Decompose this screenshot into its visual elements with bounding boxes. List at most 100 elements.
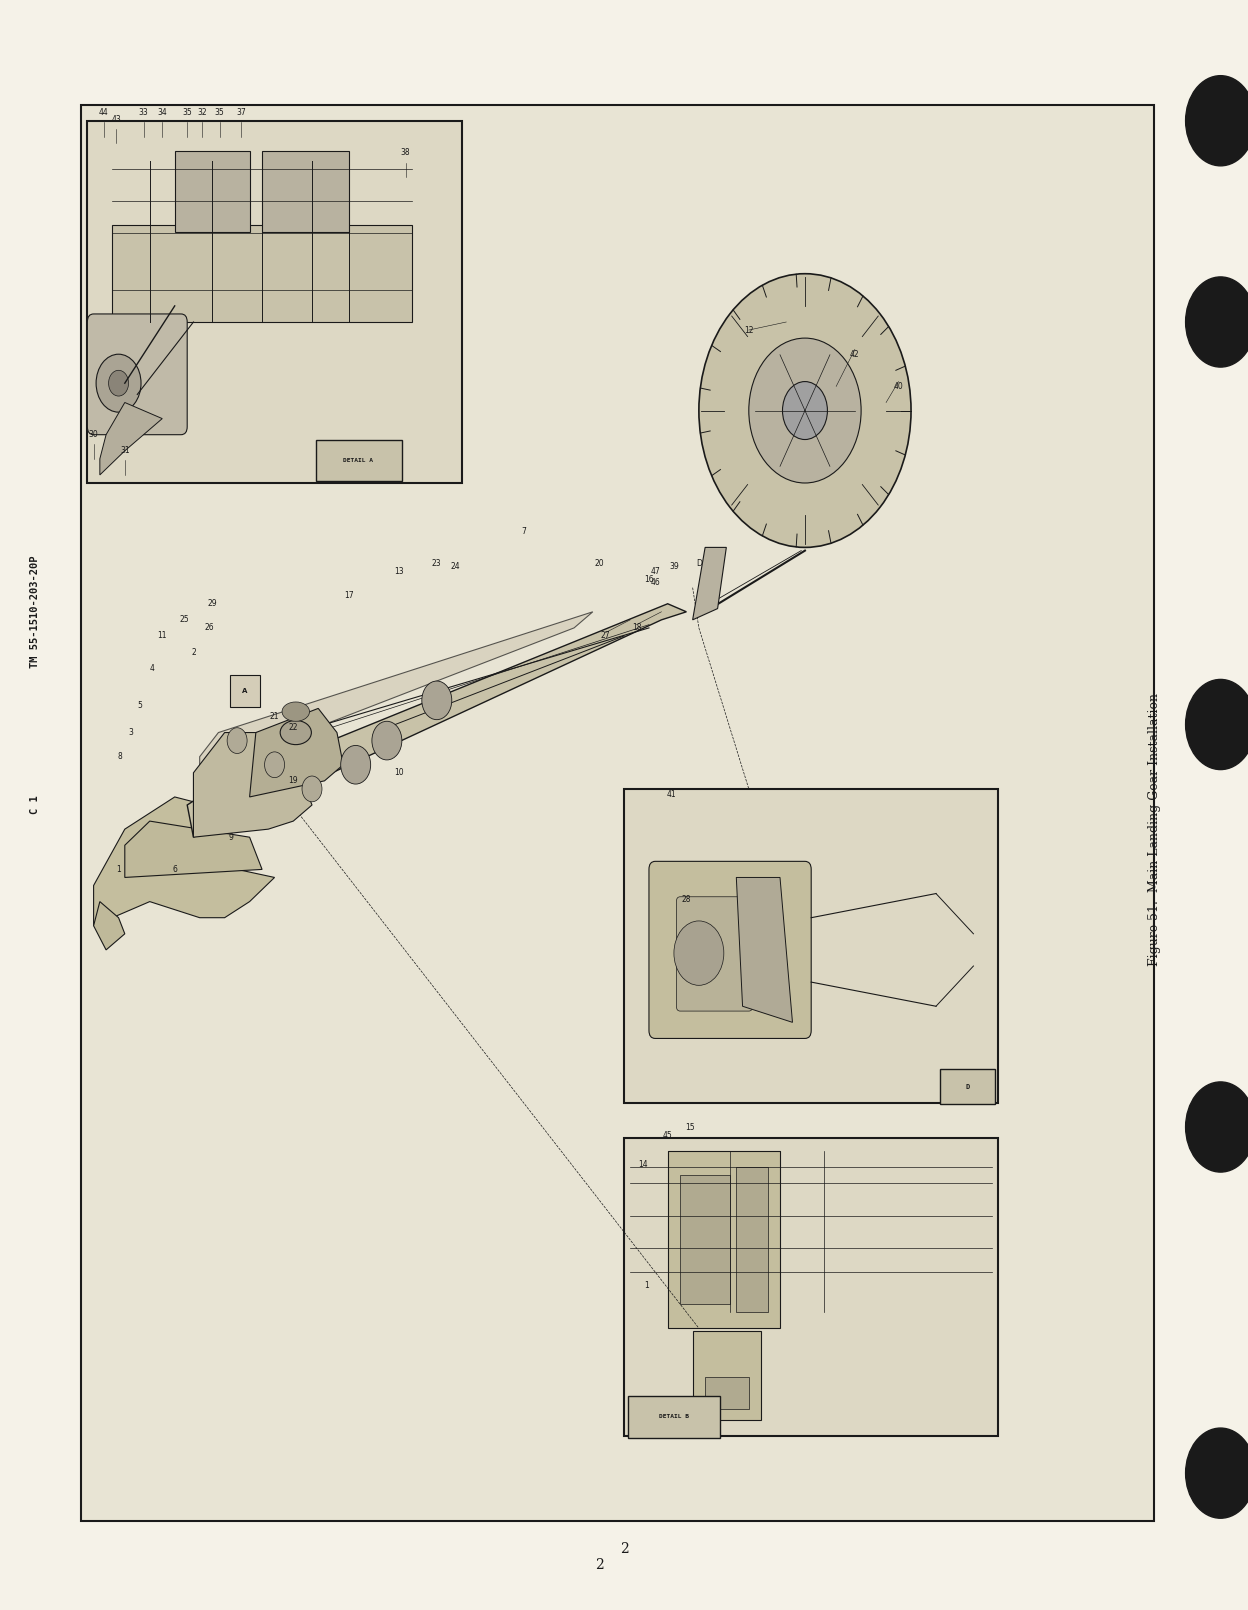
Text: 2: 2 xyxy=(619,1542,629,1555)
Text: 13: 13 xyxy=(394,567,404,576)
Bar xyxy=(175,151,250,232)
Text: 25: 25 xyxy=(180,615,190,625)
Text: B: B xyxy=(267,758,272,765)
Circle shape xyxy=(372,721,402,760)
Text: 38: 38 xyxy=(401,148,411,158)
Bar xyxy=(680,1175,730,1304)
Text: 11: 11 xyxy=(157,631,167,641)
Text: 43: 43 xyxy=(111,114,121,124)
Bar xyxy=(693,1331,761,1420)
Polygon shape xyxy=(250,708,343,797)
Circle shape xyxy=(1186,1082,1248,1172)
Text: 15: 15 xyxy=(685,1124,695,1132)
Text: 27: 27 xyxy=(600,631,610,641)
Circle shape xyxy=(1186,277,1248,367)
Text: 32: 32 xyxy=(197,108,207,118)
Text: 26: 26 xyxy=(205,623,215,633)
Text: 34: 34 xyxy=(157,108,167,118)
Text: 24: 24 xyxy=(451,562,461,572)
Text: A: A xyxy=(242,687,247,694)
Text: 33: 33 xyxy=(139,108,149,118)
Text: 28: 28 xyxy=(681,895,691,903)
Text: 30: 30 xyxy=(89,430,99,440)
FancyBboxPatch shape xyxy=(230,675,260,707)
Text: 31: 31 xyxy=(120,446,130,456)
Polygon shape xyxy=(94,797,275,926)
Text: 29: 29 xyxy=(207,599,217,609)
Text: 10: 10 xyxy=(394,768,404,778)
Text: 47: 47 xyxy=(650,567,660,576)
Text: 42: 42 xyxy=(850,349,860,359)
Text: 37: 37 xyxy=(236,108,246,118)
FancyBboxPatch shape xyxy=(316,440,402,481)
Text: 44: 44 xyxy=(99,108,109,118)
Circle shape xyxy=(749,338,861,483)
Circle shape xyxy=(422,681,452,720)
Circle shape xyxy=(1186,1428,1248,1518)
Text: 18: 18 xyxy=(631,623,641,633)
FancyBboxPatch shape xyxy=(255,745,285,778)
Text: 22: 22 xyxy=(288,723,298,733)
FancyBboxPatch shape xyxy=(628,1396,720,1438)
Polygon shape xyxy=(100,402,162,475)
Ellipse shape xyxy=(282,702,310,721)
Circle shape xyxy=(674,921,724,985)
Text: 1: 1 xyxy=(116,865,121,874)
Text: DETAIL B: DETAIL B xyxy=(659,1414,689,1420)
Circle shape xyxy=(699,274,911,547)
Text: 7: 7 xyxy=(522,526,527,536)
Circle shape xyxy=(227,728,247,753)
Text: D: D xyxy=(965,1084,970,1090)
Bar xyxy=(112,225,412,322)
Text: 4: 4 xyxy=(150,663,155,673)
Circle shape xyxy=(96,354,141,412)
FancyBboxPatch shape xyxy=(676,897,753,1011)
Text: 9: 9 xyxy=(228,832,233,842)
FancyBboxPatch shape xyxy=(87,314,187,435)
Text: 3: 3 xyxy=(129,728,134,737)
Text: 1: 1 xyxy=(644,1282,649,1290)
Bar xyxy=(87,121,462,483)
Bar xyxy=(668,1151,780,1328)
Circle shape xyxy=(109,370,129,396)
Text: Figure 51.  Main Landing Gear Installation: Figure 51. Main Landing Gear Installatio… xyxy=(1148,692,1161,966)
Text: 12: 12 xyxy=(744,325,754,335)
Text: 41: 41 xyxy=(666,791,676,799)
Text: 2: 2 xyxy=(191,647,196,657)
Circle shape xyxy=(1186,679,1248,770)
Polygon shape xyxy=(125,821,262,877)
FancyBboxPatch shape xyxy=(649,861,811,1038)
Text: 19: 19 xyxy=(288,776,298,786)
Polygon shape xyxy=(693,547,726,620)
Bar xyxy=(624,1138,998,1436)
Bar xyxy=(81,105,1154,1521)
Text: 14: 14 xyxy=(638,1161,648,1169)
Text: 5: 5 xyxy=(137,700,142,710)
Bar xyxy=(736,1167,768,1312)
Text: C 1: C 1 xyxy=(30,795,40,815)
Text: 16: 16 xyxy=(644,575,654,584)
Text: 46: 46 xyxy=(650,578,660,588)
Text: 23: 23 xyxy=(432,559,442,568)
Bar xyxy=(624,789,998,1103)
Polygon shape xyxy=(187,604,686,837)
Circle shape xyxy=(1186,76,1248,166)
Bar xyxy=(262,151,349,232)
Polygon shape xyxy=(94,902,125,950)
Text: D: D xyxy=(696,559,701,568)
Text: DETAIL A: DETAIL A xyxy=(343,457,373,464)
Ellipse shape xyxy=(280,720,312,744)
Text: TM 55-1510-203-20P: TM 55-1510-203-20P xyxy=(30,555,40,668)
Text: 45: 45 xyxy=(663,1132,673,1140)
Text: 2: 2 xyxy=(594,1558,604,1571)
Text: 39: 39 xyxy=(669,562,679,572)
Circle shape xyxy=(341,745,371,784)
Text: 20: 20 xyxy=(594,559,604,568)
Circle shape xyxy=(782,382,827,440)
Polygon shape xyxy=(193,733,312,837)
Text: 35: 35 xyxy=(215,108,225,118)
Circle shape xyxy=(265,752,285,778)
Polygon shape xyxy=(200,612,593,773)
Text: 17: 17 xyxy=(344,591,354,601)
Circle shape xyxy=(302,776,322,802)
